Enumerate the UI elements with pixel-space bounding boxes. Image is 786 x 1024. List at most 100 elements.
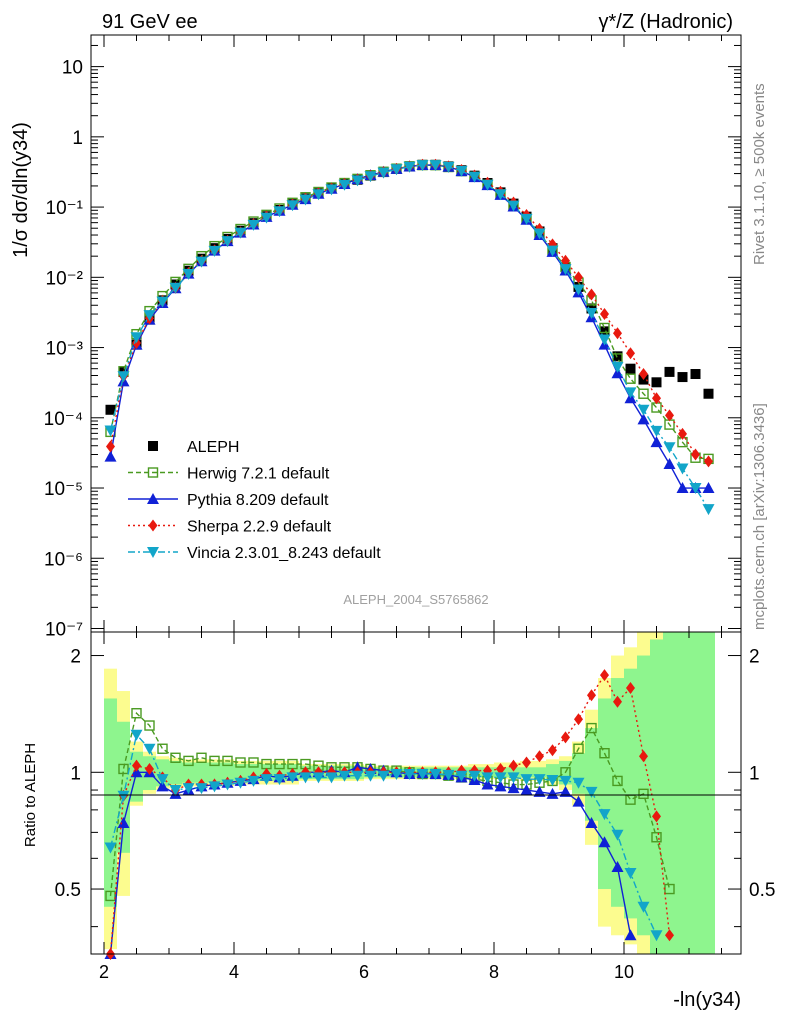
x-axis-label: -ln(y34) (673, 989, 741, 1011)
ratio-point (117, 817, 130, 829)
stat-band-segment (468, 767, 494, 778)
data-point (663, 442, 676, 454)
data-point (663, 457, 676, 469)
legend-label: ALEPH (187, 439, 239, 456)
ratio-point (626, 681, 635, 694)
legend-label: Vincia 2.3.01_8.243 default (187, 545, 381, 562)
data-point (442, 161, 455, 173)
ratio-point (637, 901, 650, 913)
data-point (455, 165, 468, 177)
ratio-point (248, 757, 259, 768)
ratio-point (481, 772, 494, 784)
data-point (587, 288, 596, 301)
legend-item: ALEPH (148, 439, 239, 456)
ratio-line (109, 711, 671, 896)
ratio-point (481, 778, 494, 790)
legend-marker (148, 519, 158, 532)
ratio-point (222, 755, 233, 767)
data-point (195, 256, 208, 268)
data-point (130, 332, 143, 344)
stat-band-segment (585, 728, 598, 821)
ratio-point (522, 756, 531, 769)
data-point (221, 236, 234, 248)
data-point (689, 483, 702, 495)
ratio-point (325, 772, 338, 784)
x-tick-label: 8 (489, 962, 499, 982)
series-line (109, 164, 709, 462)
y-tick-label-bottom: 0.5 (55, 880, 81, 901)
data-point (338, 179, 351, 191)
mcplots-label: mcplots.cern.ch [arXiv:1306.3436] (751, 403, 768, 630)
data-point (377, 167, 390, 179)
data-point (403, 161, 416, 173)
data-point (390, 164, 403, 176)
y-axis-label-top: 1/σ dσ/dln(y34) (10, 122, 32, 258)
stat-band-segment (442, 767, 468, 778)
ratio-point (624, 929, 637, 941)
ratio-point (650, 930, 663, 942)
ratio-point (585, 817, 598, 829)
data-point (599, 322, 610, 334)
data-point (494, 189, 507, 201)
data-point (598, 334, 611, 346)
legend-item: Sherpa 2.2.9 default (128, 519, 332, 536)
ratio-point (613, 695, 622, 708)
stat-band-segment (689, 632, 702, 954)
y-tick-label-top: 1 (72, 128, 83, 149)
y-tick-label-top: 10 (62, 58, 83, 79)
data-point (169, 282, 182, 294)
ratio-point (403, 768, 416, 780)
ratio-point (390, 768, 403, 780)
data-point (520, 213, 533, 225)
legend-label: Sherpa 2.2.9 default (187, 519, 332, 536)
legend-marker (147, 467, 159, 478)
stat-band-segment (611, 678, 624, 907)
data-point (105, 404, 116, 415)
data-point (312, 189, 325, 201)
legend-label: Herwig 7.2.1 default (187, 466, 330, 483)
ratio-point (572, 777, 585, 789)
ratio-vincia-2-3-01-8-243-default (104, 729, 663, 942)
data-point (156, 296, 169, 308)
x-tick-label: 10 (614, 962, 634, 982)
ratio-point (169, 785, 182, 797)
series-line (109, 164, 710, 510)
ratio-point (429, 768, 442, 780)
ratio-point (468, 770, 481, 782)
y-tick-label-bottom-right: 2 (749, 647, 760, 668)
ratio-point (247, 775, 260, 787)
bottom-panel-ticks: 2 4 6 8 10 0.5 0.5 1 1 2 2 (55, 632, 775, 982)
data-point (678, 427, 687, 440)
series-vincia-2-3-01-8-243-default (104, 160, 715, 516)
stat-band-segment (104, 698, 117, 907)
ratio-point (598, 836, 611, 848)
analysis-watermark: ALEPH_2004_S5765862 (343, 592, 488, 607)
series-line (109, 164, 709, 460)
ratio-point (520, 784, 533, 796)
ratio-point (494, 772, 507, 784)
data-point (676, 482, 689, 494)
ratio-point (651, 832, 662, 843)
ratio-point (611, 829, 624, 841)
legend-marker (147, 547, 159, 558)
legend-item: Pythia 8.209 default (128, 492, 329, 509)
ratio-point (600, 669, 609, 682)
data-point (561, 254, 570, 267)
ratio-point (117, 790, 130, 802)
data-point (664, 366, 675, 377)
x-tick-label: 4 (229, 962, 239, 982)
data-point (625, 373, 636, 384)
ratio-point (196, 752, 207, 763)
data-point (143, 310, 156, 322)
y-tick-label-bottom: 1 (70, 763, 81, 784)
top-panel-frame (90, 34, 742, 633)
ratio-point (156, 774, 169, 786)
ratio-point (573, 743, 584, 754)
data-point (665, 409, 674, 422)
stat-band-segment (663, 632, 676, 954)
y-tick-label-top: 10⁻³ (46, 339, 84, 360)
ratio-point (208, 781, 221, 793)
ratio-point (274, 758, 285, 770)
ratio-point (299, 772, 312, 784)
ratio-point (665, 929, 674, 942)
